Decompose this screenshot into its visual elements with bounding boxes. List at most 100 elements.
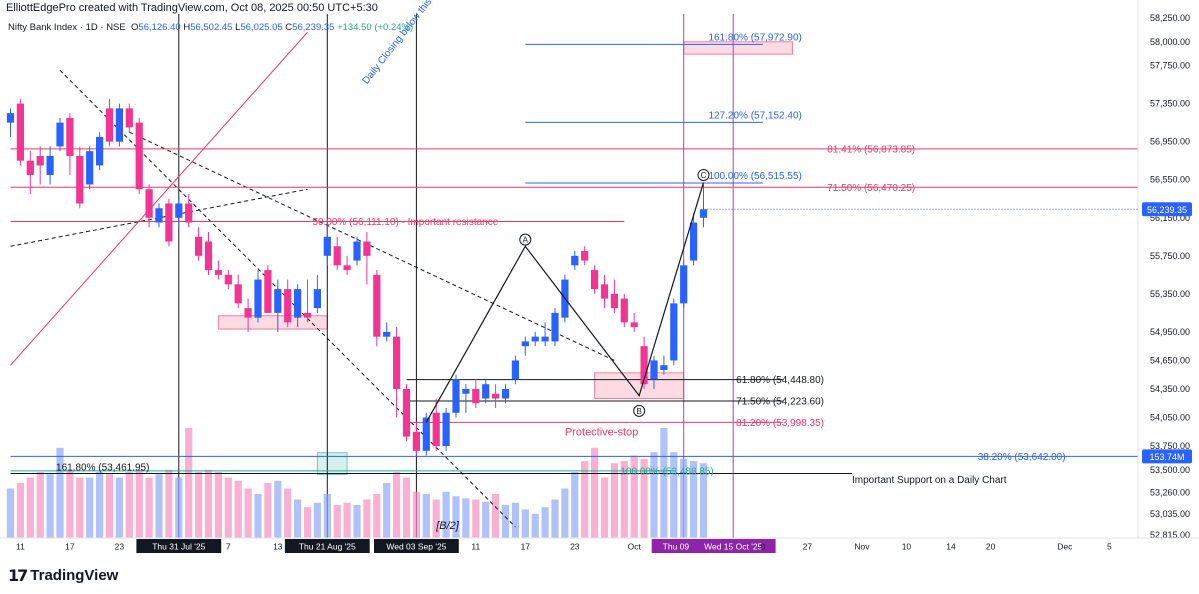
price-tag-label: 56,239.35 xyxy=(1147,205,1187,215)
volume-bar xyxy=(214,472,222,538)
candle-body xyxy=(373,274,381,337)
time-tick-label: 13 xyxy=(273,542,283,552)
volume-bar xyxy=(699,463,708,538)
level-label: 38.20% (53,642.00) xyxy=(978,452,1066,463)
time-tick-label: Oct xyxy=(628,542,642,552)
price-tick-label: 56,550.00 xyxy=(1150,175,1190,185)
candle-body xyxy=(452,379,460,413)
level-label: 71.50% (54,223.60) xyxy=(736,397,824,408)
candle-body xyxy=(660,365,668,370)
time-tick-label: 23 xyxy=(570,542,580,552)
candle-body xyxy=(393,336,401,389)
time-axis[interactable]: 11 17 23 Thu 31 Jul '25 7 13 Thu 21 Aug '25 Wed… xyxy=(0,537,1199,553)
candle-body xyxy=(353,241,361,261)
volume-bar xyxy=(452,496,460,538)
volume-bar xyxy=(393,472,401,538)
low-value: 56,025.05 xyxy=(240,22,283,33)
volume-bar xyxy=(303,507,312,538)
volume-bar xyxy=(145,477,153,538)
candle-body xyxy=(343,265,351,271)
time-tag-box xyxy=(374,539,459,553)
volume-bar xyxy=(16,483,24,538)
candle-body xyxy=(472,388,480,404)
volume-bar xyxy=(432,499,440,538)
candle-body xyxy=(432,412,440,447)
price-tick-label: 54,350.00 xyxy=(1150,384,1190,394)
highlight-zone xyxy=(217,315,328,330)
candle-body xyxy=(640,346,648,385)
level-label: 161.80% (57,972.90) xyxy=(708,32,801,43)
volume-bar xyxy=(343,502,351,538)
trendline xyxy=(10,31,308,366)
volume-bar xyxy=(531,513,539,538)
candle-body xyxy=(303,312,312,318)
price-tick-label: 54,650.00 xyxy=(1150,355,1190,365)
volume-bar xyxy=(224,477,232,538)
candle-body xyxy=(294,289,302,318)
volume-bars xyxy=(6,428,708,538)
time-tick-label: 27 xyxy=(803,542,813,552)
candle-body xyxy=(165,203,173,242)
volume-bar xyxy=(234,480,242,538)
volume-bar xyxy=(96,472,104,538)
volume-bar xyxy=(680,458,688,538)
wave-label-circle xyxy=(633,404,646,417)
candle-body xyxy=(36,155,44,166)
time-tick-label: 20 xyxy=(986,542,996,552)
price-tick-label: 55,350.00 xyxy=(1150,289,1190,299)
elliott-wave-path: A B C xyxy=(425,168,710,423)
volume-bar xyxy=(650,452,658,538)
volume-bar xyxy=(294,499,302,538)
candle-body xyxy=(699,209,708,218)
volume-bar xyxy=(264,483,272,538)
volume-bar xyxy=(353,505,361,538)
price-tick-label: 56,950.00 xyxy=(1150,137,1190,147)
volume-bar xyxy=(6,488,15,538)
candle-body xyxy=(6,113,15,123)
time-tick-label: Dec xyxy=(1057,542,1073,552)
volume-bar xyxy=(501,505,510,538)
candle-body xyxy=(195,236,203,256)
time-tick-label: 10 xyxy=(902,542,912,552)
price-axis[interactable]: 58,250.00 58,000.00 57,750.00 57,350.00 56,9… xyxy=(707,0,1193,540)
time-tick-label: 14 xyxy=(946,542,956,552)
candle-body xyxy=(16,103,24,161)
volume-bar xyxy=(511,502,519,538)
level-label: 81.41% (56,873.85) xyxy=(827,144,915,155)
volume-bar xyxy=(313,502,321,538)
level-label: 81.20% (53,998.35) xyxy=(736,418,824,429)
tradingview-logo[interactable]: 17 TradingView xyxy=(8,566,118,585)
candle-body xyxy=(264,270,272,313)
high-label: H xyxy=(183,22,191,33)
candle-body xyxy=(581,251,589,261)
candle-body xyxy=(86,151,94,185)
time-tag-label: Thu 09 Oct xyxy=(663,542,706,552)
symbol-ohlc-line: Nifty Bank Index · 1D · NSE O56,126.40 H… xyxy=(8,22,413,33)
price-tag-label: 153.74M xyxy=(1149,452,1184,462)
volume-bar xyxy=(521,509,529,538)
volume-bar xyxy=(36,472,44,538)
candles xyxy=(6,98,708,456)
time-tick-label: 23 xyxy=(115,542,125,552)
volume-bar xyxy=(620,461,628,538)
time-tag-label: Wed 03 Sep '25 xyxy=(386,542,446,552)
level-label: 61.80% (54,448.80) xyxy=(736,375,824,386)
candle-body xyxy=(155,208,163,223)
price-tag-box xyxy=(1142,449,1192,464)
volume-bar xyxy=(610,463,618,538)
candle-body xyxy=(492,393,500,399)
candle-body xyxy=(125,108,133,128)
volume-bar xyxy=(46,474,54,538)
candle-body xyxy=(284,289,292,323)
symbol-name[interactable]: Nifty Bank Index · 1D · NSE xyxy=(8,22,126,33)
candle-body xyxy=(630,322,638,328)
volume-bar xyxy=(561,488,569,538)
time-tick-label: 7 xyxy=(226,542,231,552)
level-label: 50.00% (56,111.10) - Important resistanc… xyxy=(312,217,498,228)
close-label: C xyxy=(285,22,293,33)
candle-body xyxy=(105,108,114,142)
candle-body xyxy=(135,122,143,190)
candle-body xyxy=(591,270,599,290)
volume-bar xyxy=(402,477,411,538)
